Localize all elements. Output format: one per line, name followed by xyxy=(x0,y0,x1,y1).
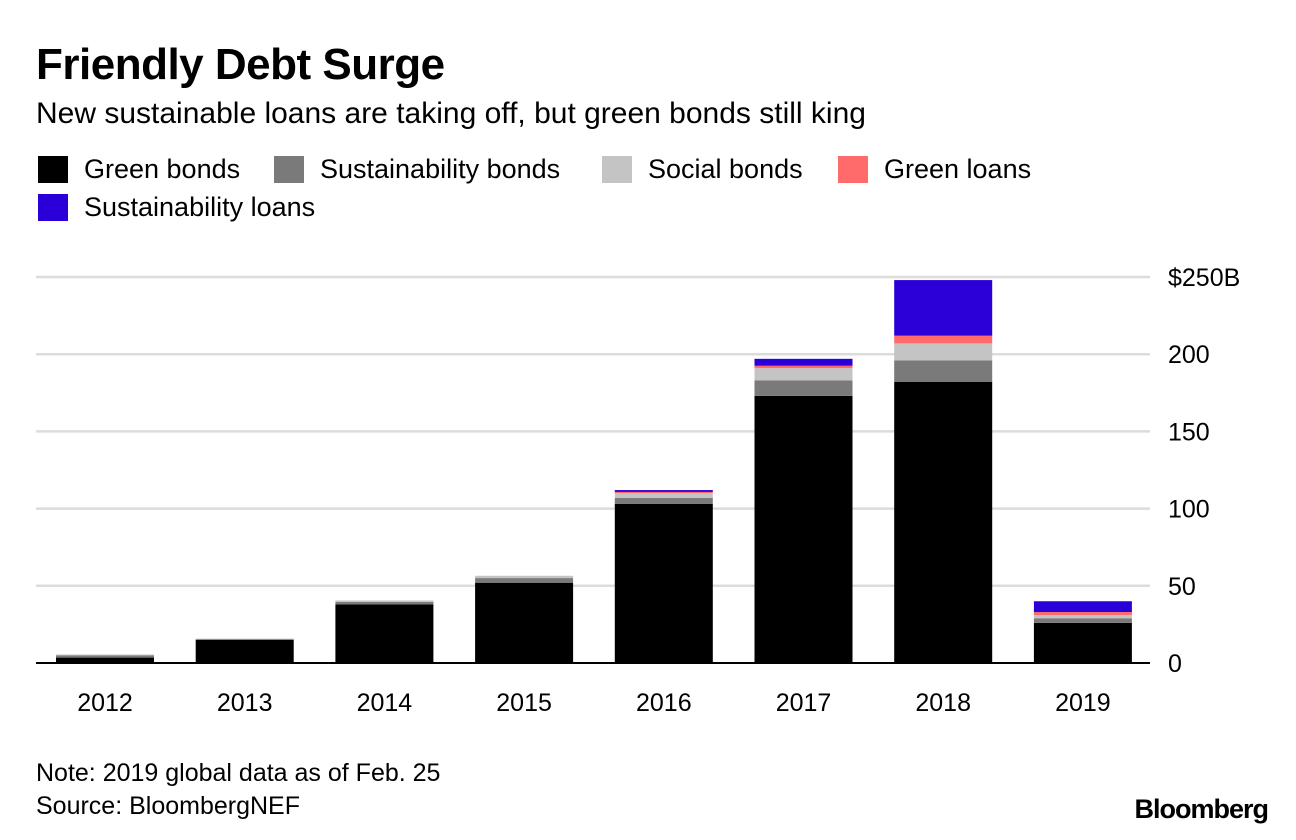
legend-swatch-sustainability-bonds xyxy=(274,156,304,183)
legend-swatch-green-bonds xyxy=(38,156,68,183)
bar-2017-social-bonds xyxy=(754,368,853,381)
bar-2019-sustainability-bonds xyxy=(1033,618,1132,623)
chart-subtitle: New sustainable loans are taking off, bu… xyxy=(36,97,866,130)
y-tick-label-100: 100 xyxy=(1168,496,1210,524)
legend-label-sustainability-bonds: Sustainability bonds xyxy=(320,154,561,184)
chart-title: Friendly Debt Surge xyxy=(36,40,445,89)
x-tick-label-2019: 2019 xyxy=(1055,689,1111,717)
bars xyxy=(56,280,1132,663)
bar-2014-green-bonds xyxy=(335,604,434,663)
legend-item-sustainability-bonds: Sustainability bonds xyxy=(274,154,560,185)
x-axis-ticks: 2012 2013 2014 2015 2016 2017 2018 2019 xyxy=(77,689,1111,717)
bloomberg-logo: Bloomberg xyxy=(1134,794,1269,824)
bar-2015-sustainability-bonds xyxy=(475,578,574,583)
legend-swatch-sustainability-loans xyxy=(38,194,68,221)
legend-swatch-green-loans xyxy=(838,156,868,183)
bar-2012-green-bonds xyxy=(56,657,154,663)
bar-2016-sustainability-bonds xyxy=(614,497,713,504)
bar-2017-sustainability-loans xyxy=(754,358,853,366)
legend-label-green-bonds: Green bonds xyxy=(84,154,241,184)
bar-2017-green-loans xyxy=(754,365,853,369)
bar-2013-green-bonds xyxy=(195,639,294,663)
legend-item-social-bonds: Social bonds xyxy=(602,154,803,185)
bar-2016-green-loans xyxy=(614,491,713,494)
legend-swatch-social-bonds xyxy=(602,156,632,183)
bar-2018-social-bonds xyxy=(894,343,993,361)
legend-item-sustainability-loans: Sustainability loans xyxy=(38,192,315,223)
chart-source: Source: BloombergNEF xyxy=(36,792,301,820)
x-tick-label-2018: 2018 xyxy=(915,689,971,717)
bar-2016-sustainability-loans xyxy=(614,490,713,492)
bar-2014-sustainability-bonds xyxy=(335,602,434,605)
bar-2017-sustainability-bonds xyxy=(754,380,853,396)
y-tick-label-0: 0 xyxy=(1168,650,1182,678)
bar-2015-green-bonds xyxy=(475,582,574,663)
bar-2014-social-bonds xyxy=(335,600,434,603)
bar-2018-sustainability-bonds xyxy=(894,360,993,382)
y-tick-label-250: $250B xyxy=(1168,264,1240,292)
legend-item-green-loans: Green loans xyxy=(838,154,1031,185)
bar-2015-social-bonds xyxy=(475,575,574,579)
bar-2017-green-bonds xyxy=(754,395,853,663)
bar-2019-green-bonds xyxy=(1033,622,1132,663)
chart-note: Note: 2019 global data as of Feb. 25 xyxy=(36,759,441,787)
legend-item-green-bonds: Green bonds xyxy=(38,154,240,185)
bar-2013-sustainability-bonds xyxy=(195,639,294,640)
legend-label-green-loans: Green loans xyxy=(884,154,1032,184)
x-tick-label-2014: 2014 xyxy=(357,689,413,717)
bar-2016-green-bonds xyxy=(614,503,713,663)
y-tick-label-150: 150 xyxy=(1168,418,1210,446)
x-tick-label-2017: 2017 xyxy=(776,689,832,717)
x-tick-label-2015: 2015 xyxy=(496,689,552,717)
bar-2019-social-bonds xyxy=(1033,615,1132,619)
x-tick-label-2012: 2012 xyxy=(77,689,133,717)
bar-2013-social-bonds xyxy=(195,638,294,640)
bar-2019-sustainability-loans xyxy=(1033,601,1132,613)
bar-2018-green-loans xyxy=(894,335,993,344)
x-tick-label-2013: 2013 xyxy=(217,689,273,717)
y-tick-label-50: 50 xyxy=(1168,573,1196,601)
bar-2016-social-bonds xyxy=(614,493,713,498)
y-tick-label-200: 200 xyxy=(1168,341,1210,369)
y-axis-ticks: $250B 200 150 100 50 0 xyxy=(1168,264,1240,678)
bar-2012-social-bonds xyxy=(56,654,154,656)
bar-2018-green-bonds xyxy=(894,381,993,663)
x-tick-label-2016: 2016 xyxy=(636,689,692,717)
legend-label-sustainability-loans: Sustainability loans xyxy=(84,192,316,222)
bar-2018-sustainability-loans xyxy=(894,280,993,336)
bar-2019-green-loans xyxy=(1033,612,1132,616)
bar-2012-sustainability-bonds xyxy=(56,655,154,658)
legend-label-social-bonds: Social bonds xyxy=(648,154,803,184)
